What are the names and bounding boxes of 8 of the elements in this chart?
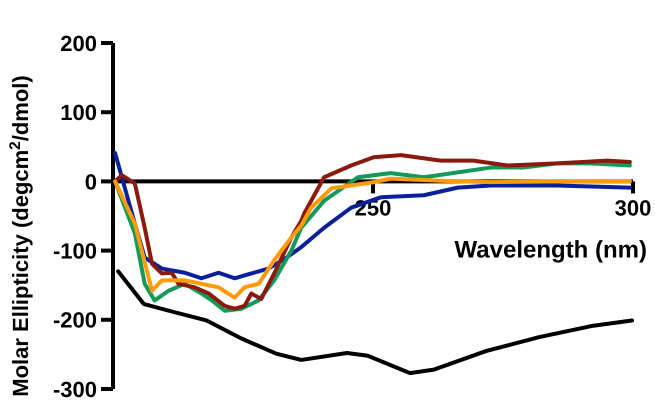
x-axis-title: Wavelength (nm) <box>454 236 647 264</box>
y-tick-label: 200 <box>60 30 97 56</box>
y-tick-label: -300 <box>52 376 97 402</box>
x-tick-label: 300 <box>614 195 652 220</box>
y-tick-label: 100 <box>60 100 97 126</box>
y-tick-label: -200 <box>52 308 97 333</box>
y-tick-label: 0 <box>84 169 97 194</box>
y-tick-label: -100 <box>52 238 97 264</box>
